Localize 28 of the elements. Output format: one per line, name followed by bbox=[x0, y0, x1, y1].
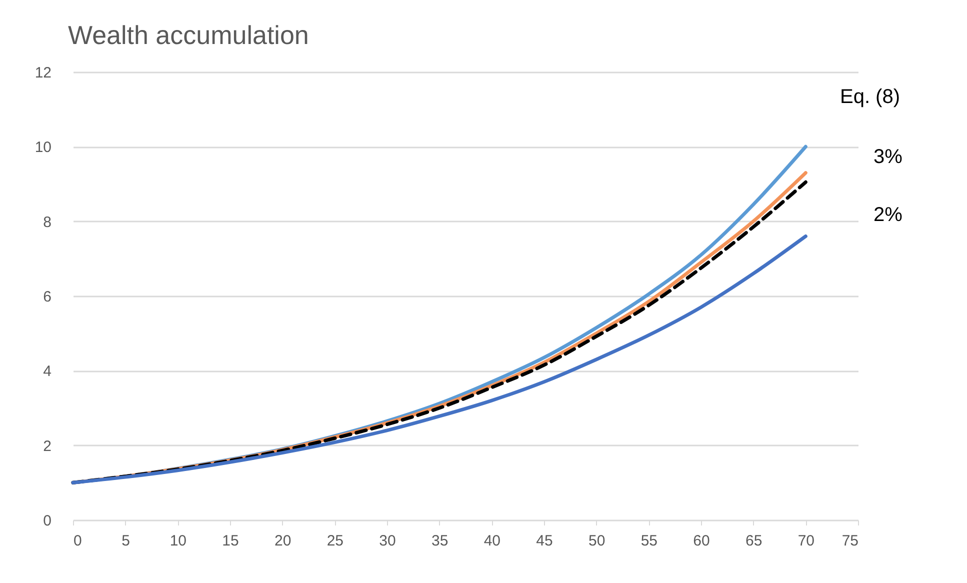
x-tick-label: 45 bbox=[536, 532, 553, 550]
annotation: Eq. (8) bbox=[840, 86, 900, 108]
x-tick-label: 10 bbox=[170, 532, 187, 550]
x-tick-label: 25 bbox=[326, 532, 344, 550]
y-tick-label: 8 bbox=[43, 214, 52, 231]
x-tick-label: 15 bbox=[222, 532, 239, 550]
x-tick-label: 70 bbox=[798, 532, 815, 550]
x-tick-label: 0 bbox=[74, 532, 82, 550]
chart-title: Wealth accumulation bbox=[68, 20, 309, 50]
x-tick-label: 40 bbox=[484, 532, 501, 550]
x-tick-label: 30 bbox=[379, 532, 396, 550]
text: 2% bbox=[874, 204, 903, 226]
x-tick-label: 60 bbox=[693, 532, 710, 550]
text: 3% bbox=[874, 146, 903, 168]
y-tick-label: 4 bbox=[43, 363, 52, 380]
x-tick-label: 35 bbox=[431, 532, 448, 550]
x-tick-label: 75 bbox=[842, 532, 858, 550]
x-tick-label: 5 bbox=[122, 532, 130, 550]
y-tick-label: 2 bbox=[43, 438, 52, 455]
y-tick-label: 6 bbox=[43, 288, 52, 306]
x-tick-label: 55 bbox=[640, 532, 658, 550]
y-tick-label: 12 bbox=[34, 64, 52, 82]
line-series bbox=[71, 234, 808, 484]
x-tick-label: 65 bbox=[745, 532, 762, 550]
x-tick-label: 50 bbox=[588, 532, 606, 550]
y-tick-label: 0 bbox=[43, 512, 52, 530]
x-tick-label: 20 bbox=[274, 532, 292, 550]
y-tick-label: 10 bbox=[34, 139, 52, 156]
